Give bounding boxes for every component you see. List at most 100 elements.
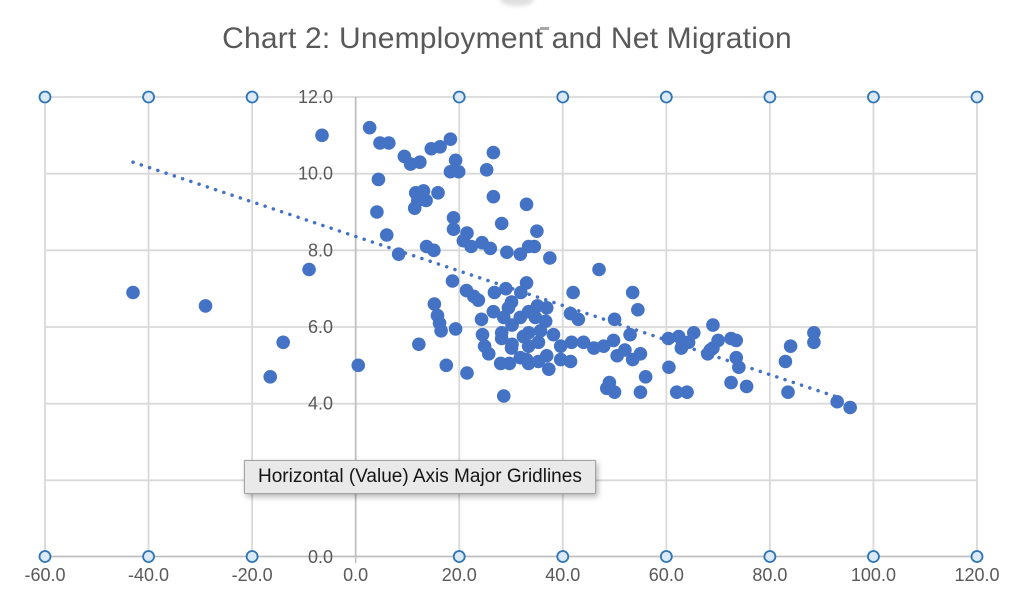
scatter-point[interactable] — [362, 120, 377, 135]
selection-handle[interactable] — [659, 90, 673, 104]
scatter-point[interactable] — [631, 302, 645, 317]
scatter-point[interactable] — [315, 128, 329, 143]
selection-handle[interactable] — [659, 550, 673, 563]
scatter-point[interactable] — [607, 312, 622, 327]
scatter-point[interactable] — [783, 339, 798, 353]
scatter-point[interactable] — [539, 301, 554, 315]
scatter-point[interactable] — [706, 341, 720, 355]
scatter-point[interactable] — [778, 354, 793, 369]
scatter-point[interactable] — [662, 360, 676, 375]
scatter-point[interactable] — [263, 370, 278, 384]
selection-handle[interactable] — [556, 550, 570, 563]
scatter-point[interactable] — [427, 297, 442, 311]
scatter-point[interactable] — [494, 216, 509, 231]
scatter-point[interactable] — [460, 226, 474, 240]
selection-handle[interactable] — [867, 550, 880, 563]
selection-handle[interactable] — [970, 550, 984, 563]
scatter-point[interactable] — [729, 333, 744, 348]
scatter-point[interactable] — [661, 331, 676, 346]
scatter-point[interactable] — [541, 362, 556, 376]
scatter-point[interactable] — [448, 322, 463, 336]
scatter-point[interactable] — [471, 293, 486, 307]
scatter-point[interactable] — [638, 370, 653, 384]
scatter-point[interactable] — [519, 197, 534, 212]
y-axis-tick-label[interactable]: 4.0 — [308, 394, 333, 414]
scatter-point[interactable] — [633, 385, 648, 399]
scatter-point[interactable] — [732, 360, 746, 375]
scatter-point[interactable] — [382, 136, 396, 150]
chart-title[interactable]: Chart 2: Unemployment and Net Migration — [222, 22, 792, 55]
scatter-point[interactable] — [521, 339, 536, 353]
selection-handle[interactable] — [763, 550, 777, 563]
x-axis-tick-label[interactable]: 80.0 — [752, 565, 787, 585]
scatter-point[interactable] — [607, 385, 622, 399]
scatter-point[interactable] — [443, 132, 458, 146]
scatter-point[interactable] — [371, 172, 386, 187]
scatter-point[interactable] — [486, 145, 501, 160]
scatter-point[interactable] — [370, 205, 384, 219]
scatter-point[interactable] — [481, 347, 496, 361]
scatter-point[interactable] — [686, 325, 701, 340]
scatter-point[interactable] — [671, 329, 686, 344]
scatter-point[interactable] — [521, 325, 536, 340]
scatter-point[interactable] — [596, 339, 611, 353]
x-axis-tick-label[interactable]: 40.0 — [545, 565, 580, 585]
scatter-point[interactable] — [543, 251, 557, 265]
scatter-point[interactable] — [521, 304, 536, 319]
scatter-point[interactable] — [351, 358, 366, 373]
scatter-point[interactable] — [451, 164, 466, 179]
x-axis-tick-label[interactable]: 60.0 — [649, 565, 684, 585]
scatter-point[interactable] — [446, 210, 461, 225]
scatter-point[interactable] — [460, 366, 474, 380]
scatter-point[interactable] — [431, 186, 445, 200]
selection-handle[interactable] — [142, 550, 155, 563]
scatter-point[interactable] — [606, 333, 621, 348]
scatter-point[interactable] — [499, 281, 513, 296]
x-axis-tick-label[interactable]: -40.0 — [128, 565, 169, 585]
scatter-point[interactable] — [830, 394, 844, 409]
scatter-point[interactable] — [276, 335, 290, 350]
scatter-point[interactable] — [502, 356, 517, 371]
scatter-point[interactable] — [483, 241, 498, 256]
scatter-point[interactable] — [530, 224, 544, 238]
scatter-point[interactable] — [198, 299, 213, 313]
scatter-point[interactable] — [519, 276, 534, 290]
x-axis-tick-label[interactable]: 20.0 — [442, 565, 477, 585]
scatter-point[interactable] — [533, 324, 548, 338]
scatter-point[interactable] — [486, 189, 501, 204]
scatter-point[interactable] — [807, 325, 821, 340]
x-axis-tick-label[interactable]: 100.0 — [851, 565, 896, 585]
trendline[interactable] — [131, 160, 842, 400]
scatter-point[interactable] — [407, 201, 422, 215]
scatter-point[interactable] — [680, 385, 694, 399]
selection-handle[interactable] — [867, 90, 880, 104]
scatter-point[interactable] — [521, 239, 536, 254]
scatter-point[interactable] — [807, 335, 821, 350]
scatter-point[interactable] — [546, 327, 561, 342]
scatter-point[interactable] — [500, 245, 514, 260]
scatter-point[interactable] — [571, 312, 586, 327]
selection-handle[interactable] — [38, 90, 52, 104]
scatter-point[interactable] — [618, 343, 632, 357]
scatter-point[interactable] — [412, 337, 426, 352]
scatter-point[interactable] — [674, 341, 689, 355]
scatter-point[interactable] — [434, 324, 448, 338]
scatter-point[interactable] — [413, 155, 427, 169]
scatter-point[interactable] — [379, 228, 394, 242]
x-axis-tick-label[interactable]: 0.0 — [343, 565, 368, 585]
scatter-point[interactable] — [564, 335, 579, 350]
scatter-point[interactable] — [448, 153, 463, 168]
scatter-point[interactable] — [724, 375, 738, 390]
x-axis-tick-label[interactable]: -60.0 — [24, 565, 65, 585]
scatter-point[interactable] — [446, 222, 461, 237]
scatter-point[interactable] — [433, 140, 447, 154]
scatter-point[interactable] — [843, 400, 857, 415]
scatter-point[interactable] — [521, 356, 536, 371]
scatter-point[interactable] — [487, 285, 502, 300]
scatter-point[interactable] — [563, 354, 578, 369]
scatter-point[interactable] — [494, 325, 509, 340]
scatter-point[interactable] — [706, 318, 720, 332]
scatter-point[interactable] — [391, 247, 406, 261]
scatter-point[interactable] — [592, 262, 606, 277]
scatter-point[interactable] — [475, 327, 490, 342]
